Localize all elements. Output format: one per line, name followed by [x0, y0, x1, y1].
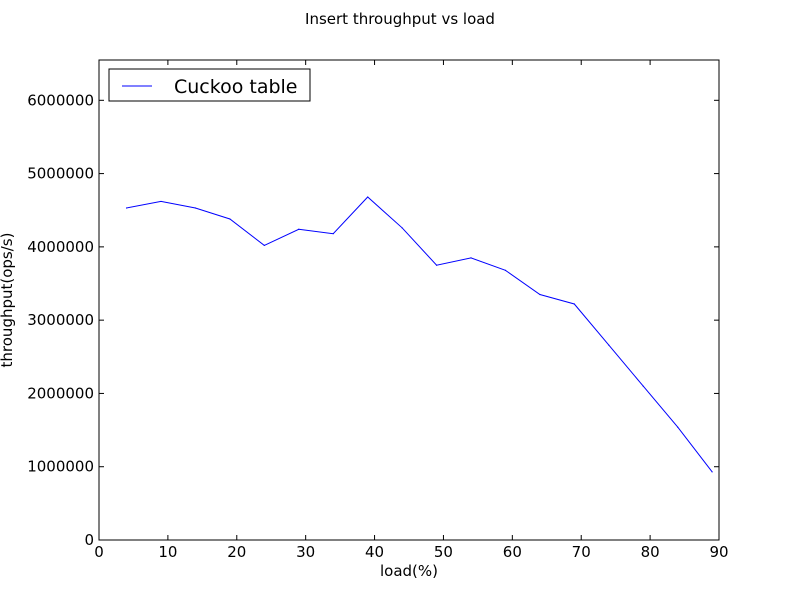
series-line-cuckoo-table	[126, 196, 713, 473]
data-point	[229, 218, 231, 220]
x-tick-label: 30	[296, 543, 315, 561]
y-tick-label: 3000000	[27, 311, 94, 329]
data-point	[470, 257, 472, 259]
x-tick-label: 80	[641, 543, 660, 561]
legend: Cuckoo table	[108, 68, 311, 102]
data-point	[435, 264, 438, 266]
series-group	[125, 196, 713, 473]
data-point	[539, 293, 541, 296]
y-tick-label: 1000000	[27, 458, 94, 476]
data-point	[504, 269, 507, 271]
x-axis-ticks: 0 10 20 30 40 50 60 70 80 90	[94, 60, 729, 561]
data-point	[298, 228, 300, 230]
y-tick-label: 0	[84, 531, 94, 549]
data-point	[160, 200, 162, 203]
data-point	[401, 227, 403, 229]
x-tick-label: 10	[158, 543, 177, 561]
y-axis-label: throughput(ops/s)	[0, 233, 16, 368]
x-axis-label: load(%)	[380, 562, 438, 580]
data-point	[677, 426, 679, 428]
data-point	[573, 303, 575, 305]
x-tick-label: 40	[365, 543, 384, 561]
y-tick-label: 2000000	[27, 384, 94, 402]
data-point	[263, 244, 265, 247]
data-point	[642, 385, 644, 387]
x-tick-label: 70	[572, 543, 591, 561]
x-tick-label: 20	[227, 543, 246, 561]
data-point	[332, 233, 334, 235]
data-point	[367, 196, 369, 198]
y-tick-label: 5000000	[27, 165, 94, 183]
data-point	[711, 471, 713, 473]
plot-area	[98, 59, 720, 541]
x-tick-label: 60	[503, 543, 522, 561]
x-tick-label: 0	[94, 543, 104, 561]
legend-box	[108, 68, 311, 102]
x-tick-label: 90	[709, 543, 728, 561]
chart-title: Insert throughput vs load	[305, 10, 495, 28]
y-tick-label: 6000000	[27, 91, 94, 109]
data-point	[125, 207, 128, 209]
data-point	[194, 207, 197, 209]
y-tick-label: 4000000	[27, 238, 94, 256]
x-tick-label: 50	[434, 543, 453, 561]
y-axis-ticks: 0 1000000 2000000 3000000 4000000 5000000 6000…	[27, 91, 719, 549]
data-point	[608, 344, 610, 346]
legend-label-cuckoo-table: Cuckoo table	[174, 76, 298, 98]
